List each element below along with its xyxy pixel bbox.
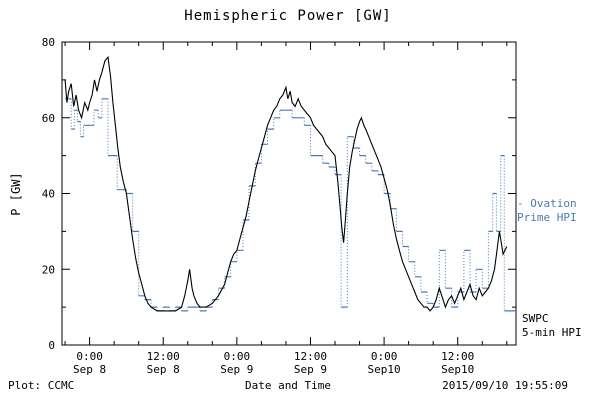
chart-title: Hemispheric Power [GW]	[184, 8, 392, 24]
legend-swpc-line1: SWPC	[522, 312, 549, 325]
svg-text:80: 80	[42, 36, 55, 49]
svg-text:0:00: 0:00	[371, 350, 398, 363]
svg-text:Sep10: Sep10	[368, 363, 401, 376]
svg-text:20: 20	[42, 263, 55, 276]
svg-text:Sep 9: Sep 9	[294, 363, 327, 376]
svg-text:12:00: 12:00	[294, 350, 327, 363]
plot-credit: Plot: CCMC	[8, 379, 75, 392]
legend-ovation-line2: Prime HPI	[517, 211, 577, 224]
svg-text:Sep 8: Sep 8	[147, 363, 180, 376]
svg-text:0: 0	[48, 339, 55, 352]
svg-text:0:00: 0:00	[76, 350, 103, 363]
svg-text:12:00: 12:00	[147, 350, 180, 363]
svg-text:Sep 8: Sep 8	[73, 363, 106, 376]
svg-text:60: 60	[42, 112, 55, 125]
svg-text:40: 40	[42, 188, 55, 201]
x-axis-label: Date and Time	[244, 379, 332, 392]
svg-text:Sep 9: Sep 9	[220, 363, 253, 376]
legend-swpc-line2: 5-min HPI	[522, 326, 582, 339]
svg-text:12:00: 12:00	[441, 350, 474, 363]
legend-ovation: - Ovation Prime HPI	[517, 197, 599, 225]
plot-timestamp: 2015/09/10 19:55:09	[442, 379, 568, 392]
svg-text:Sep10: Sep10	[441, 363, 474, 376]
legend-ovation-line1: - Ovation	[517, 197, 577, 210]
legend-swpc: SWPC 5-min HPI	[522, 312, 598, 340]
svg-text:0:00: 0:00	[224, 350, 251, 363]
